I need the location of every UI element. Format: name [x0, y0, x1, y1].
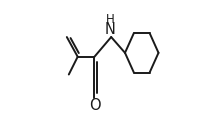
Text: H: H: [106, 13, 115, 26]
Text: N: N: [105, 22, 116, 37]
Text: O: O: [89, 98, 100, 113]
